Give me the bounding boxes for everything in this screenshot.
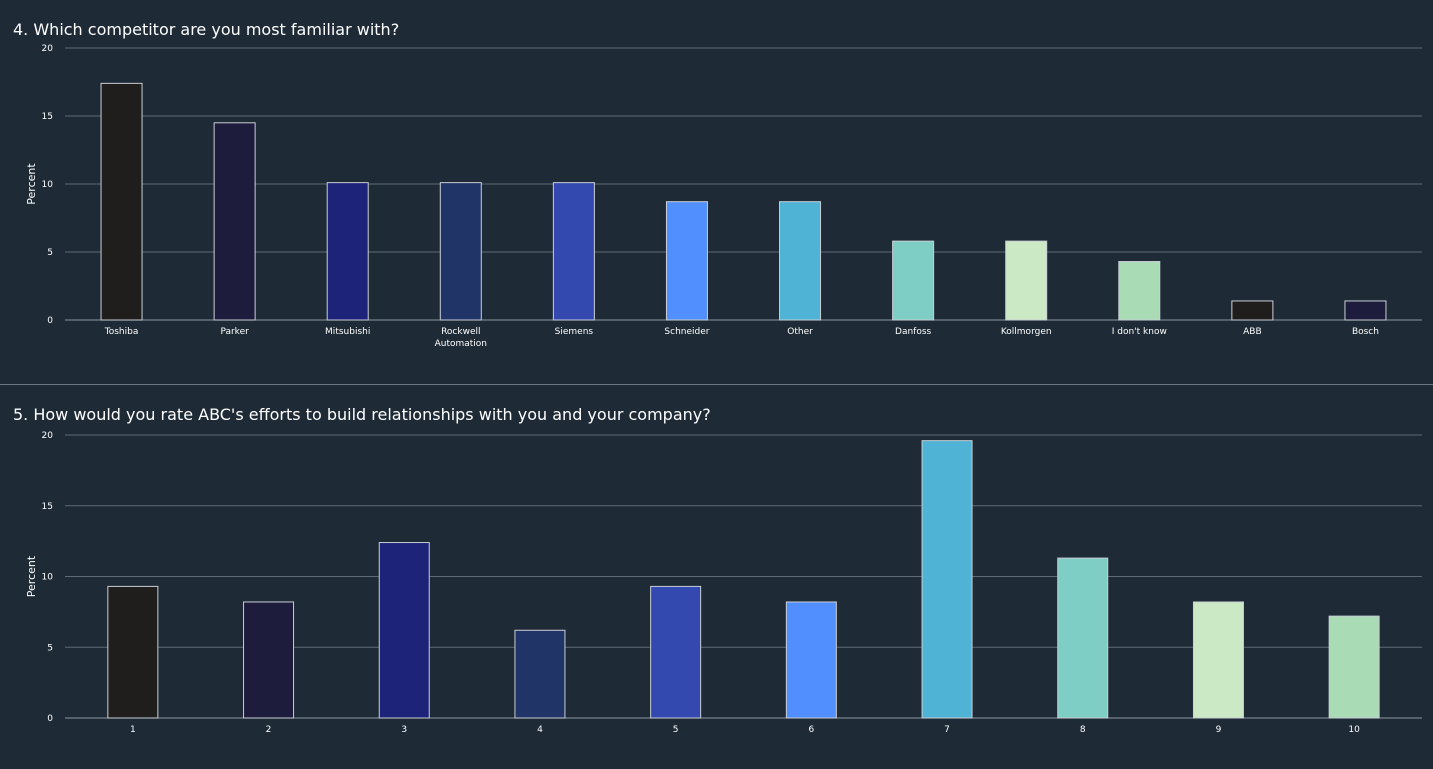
x-tick-label: Other	[787, 327, 813, 337]
chart-2-title: 5. How would you rate ABC's efforts to b…	[13, 405, 711, 424]
bar-danfoss	[892, 240, 935, 321]
x-tick-label: Automation	[435, 339, 487, 349]
bar-abb	[1231, 300, 1274, 321]
x-tick-label: Siemens	[555, 327, 594, 337]
bar-i-don-t-know	[1118, 261, 1161, 321]
bar-bosch	[1344, 300, 1387, 321]
bar-mitsubishi	[326, 182, 369, 321]
x-tick-label: Rockwell	[441, 327, 480, 337]
bar-other	[779, 201, 822, 321]
bar-4	[514, 629, 566, 719]
bar-parker	[213, 122, 256, 321]
chart-1-title: 4. Which competitor are you most familia…	[13, 20, 400, 39]
bar-6	[785, 601, 837, 719]
y-tick-label: 15	[42, 112, 53, 122]
bar-2	[243, 601, 295, 719]
x-tick-label: 2	[266, 725, 272, 735]
x-tick-label: Bosch	[1352, 327, 1379, 337]
x-tick-label: Kollmorgen	[1001, 327, 1052, 337]
bar-schneider	[665, 201, 708, 321]
x-tick-label: Schneider	[664, 327, 709, 337]
y-tick-label: 10	[42, 573, 54, 583]
bar-toshiba	[100, 82, 143, 321]
x-tick-label: Parker	[220, 327, 249, 337]
y-tick-label: 20	[42, 431, 54, 441]
y-tick-label: 15	[42, 502, 53, 512]
x-tick-label: 10	[1348, 725, 1360, 735]
x-tick-label: 7	[944, 725, 950, 735]
bar-kollmorgen	[1005, 240, 1048, 321]
x-tick-label: 4	[537, 725, 543, 735]
y-tick-label: 5	[47, 643, 53, 653]
x-tick-label: 3	[401, 725, 407, 735]
bar-7	[921, 440, 973, 719]
x-tick-label: 1	[130, 725, 136, 735]
x-tick-label: ABB	[1243, 327, 1262, 337]
x-tick-label: Toshiba	[104, 327, 139, 337]
y-tick-label: 0	[47, 714, 53, 724]
bar-5	[650, 585, 702, 719]
y-axis-label: Percent	[25, 555, 38, 597]
bar-10	[1328, 615, 1380, 719]
y-tick-label: 20	[42, 44, 54, 54]
x-tick-label: 8	[1080, 725, 1086, 735]
chart-1-competitor-familiarity: 0 5 10 15 20 Percent Toshiba Parker Mitsubishi Ro…	[25, 44, 1422, 349]
y-tick-label: 10	[42, 180, 54, 190]
y-tick-label: 5	[47, 248, 53, 258]
x-tick-label: I don't know	[1112, 327, 1167, 337]
bar-1	[107, 585, 159, 719]
x-tick-label: 5	[673, 725, 679, 735]
y-axis-label: Percent	[25, 163, 38, 205]
bar-9	[1192, 601, 1244, 719]
section-divider	[0, 384, 1433, 385]
bar-3	[378, 542, 430, 719]
x-tick-label: Danfoss	[895, 327, 932, 337]
bar-8	[1057, 557, 1109, 719]
x-tick-label: 9	[1216, 725, 1222, 735]
bar-rockwell-automation	[439, 182, 482, 321]
x-tick-label: Mitsubishi	[325, 327, 370, 337]
y-tick-label: 0	[47, 316, 53, 326]
x-tick-label: 6	[808, 725, 814, 735]
bar-siemens	[552, 182, 595, 321]
